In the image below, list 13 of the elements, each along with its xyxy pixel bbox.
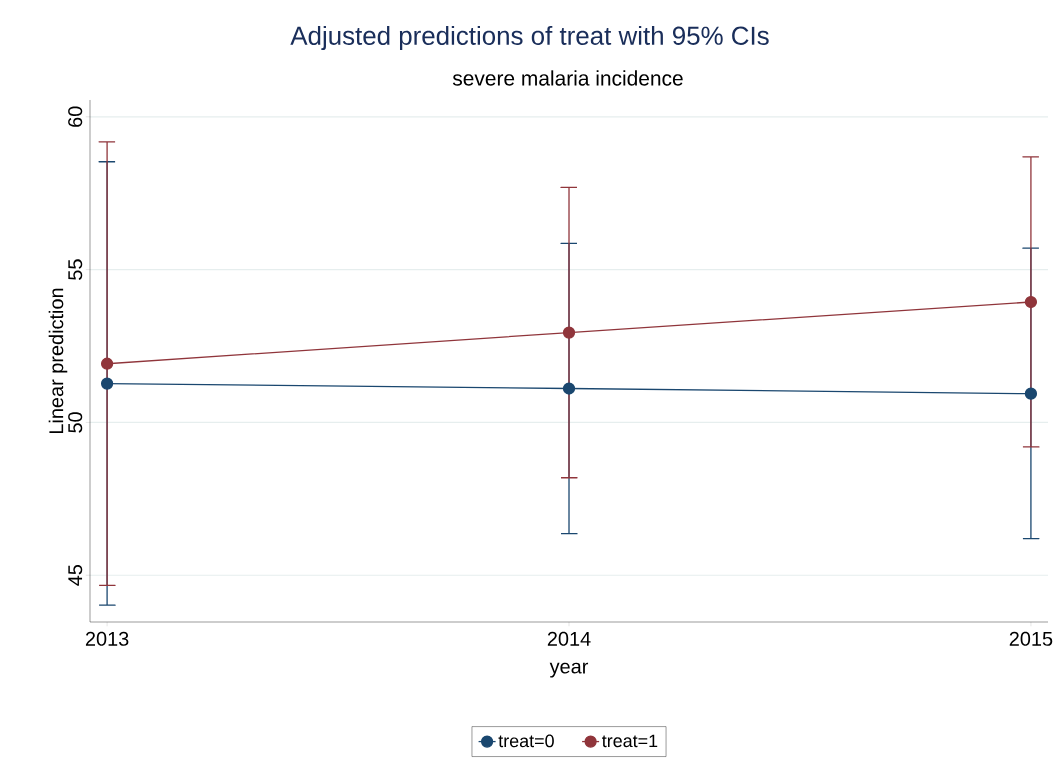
legend-label: treat=0 — [498, 734, 554, 748]
x-tick-label: 2014 — [547, 631, 591, 646]
x-tick-label: 2015 — [1009, 631, 1053, 646]
y-tick-label: 60 — [68, 106, 83, 127]
y-tick-label: 55 — [68, 259, 83, 280]
y-tick-label: 50 — [68, 412, 83, 433]
chart-title: Adjusted predictions of treat with 95% CIs — [290, 25, 769, 51]
y-tick-label: 45 — [68, 564, 83, 586]
chart-subtitle: severe malaria incidence — [452, 70, 683, 86]
legend-label: treat=1 — [602, 734, 658, 748]
x-axis-title: year — [549, 662, 589, 678]
x-tick-label: 2013 — [85, 631, 129, 646]
y-axis-title: Linear prediction — [48, 288, 68, 434]
